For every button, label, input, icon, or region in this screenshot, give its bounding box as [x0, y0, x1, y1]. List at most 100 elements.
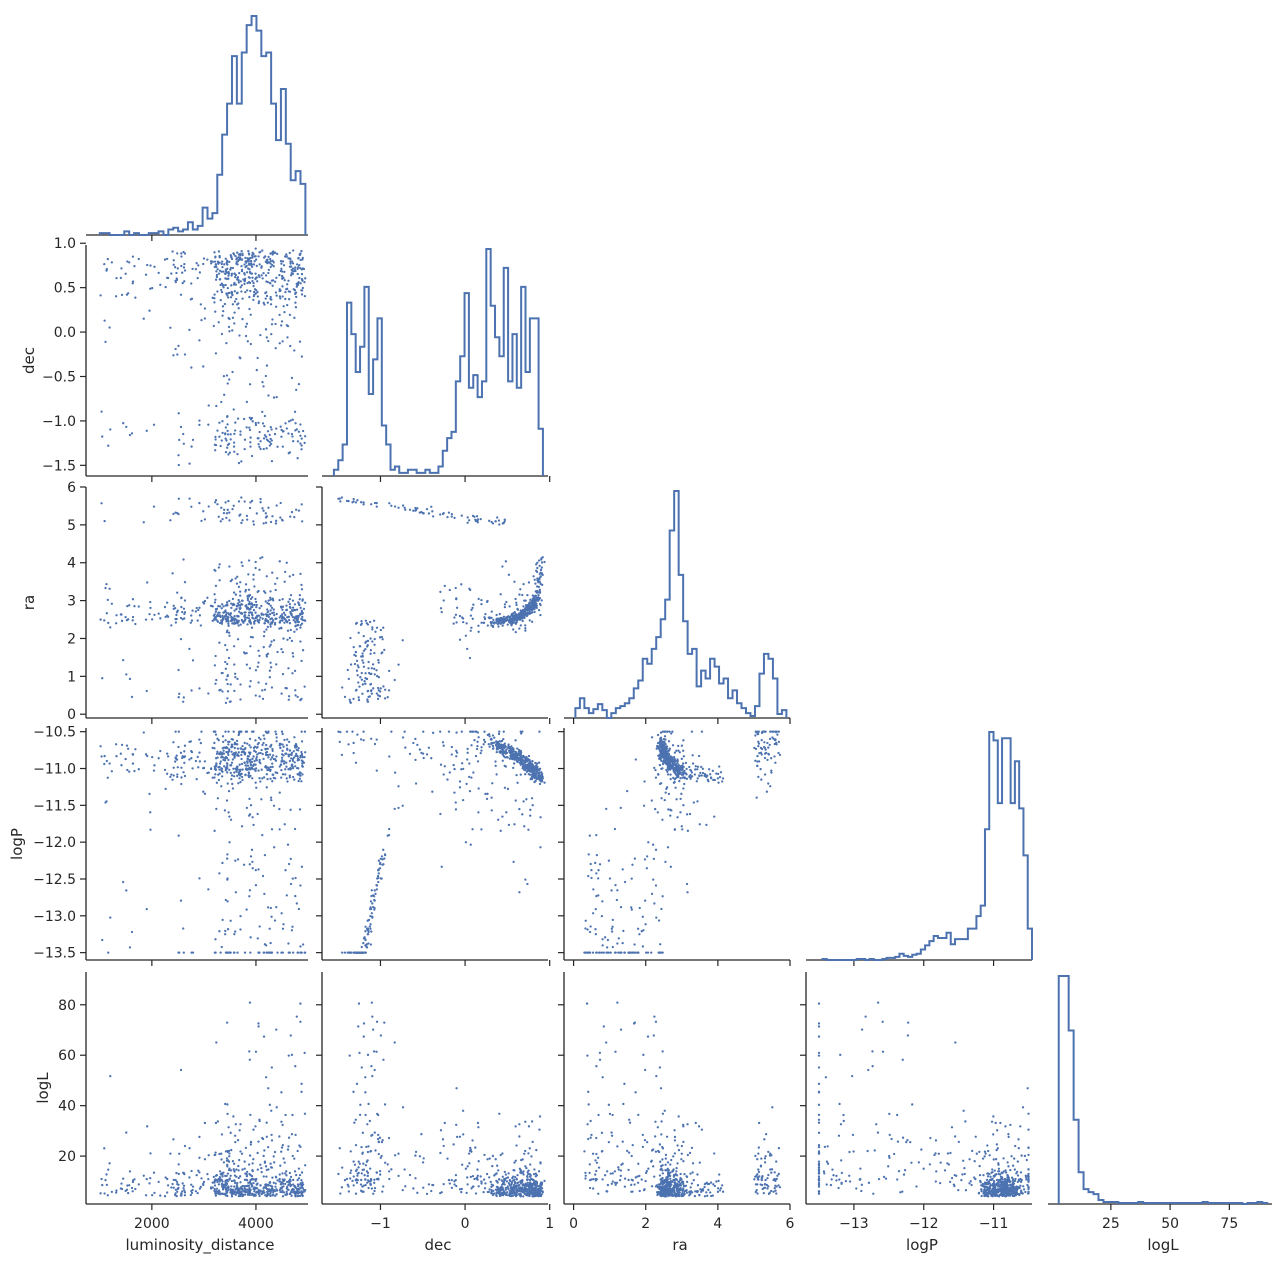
scatter-point [766, 741, 769, 745]
scatter-point [190, 951, 193, 954]
scatter-point [274, 777, 277, 780]
scatter-point [278, 313, 281, 317]
scatter-point [516, 781, 519, 784]
scatter-point [218, 614, 222, 617]
scatter-point [240, 290, 243, 293]
scatter-point [622, 929, 625, 933]
scatter-point [232, 645, 236, 648]
scatter-point [705, 823, 708, 827]
scatter-point [126, 768, 129, 772]
scatter-point [293, 316, 296, 319]
scatter-point [260, 613, 263, 616]
scatter-point [281, 759, 284, 762]
scatter-point [253, 745, 257, 748]
scatter-point [521, 608, 525, 612]
scatter-point [101, 435, 104, 438]
scatter-point [597, 951, 601, 954]
scatter-point [221, 861, 224, 865]
scatter-point [297, 430, 301, 433]
scatter-point [230, 274, 233, 277]
scatter-point [175, 1171, 178, 1175]
scatter-point [271, 284, 274, 287]
scatter-point [534, 779, 537, 783]
scatter-point [251, 596, 254, 599]
scatter-point [240, 762, 244, 766]
scatter-point [262, 1175, 265, 1178]
scatter-point [663, 735, 667, 738]
scatter-point [194, 759, 198, 763]
scatter-point [592, 912, 595, 915]
scatter-point [175, 754, 178, 757]
scatter-point [366, 933, 370, 936]
scatter-point [296, 272, 299, 276]
scatter-point [297, 266, 300, 269]
scatter-point [372, 895, 376, 898]
scatter-point [278, 807, 281, 811]
scatter-point [598, 863, 602, 866]
scatter-point [285, 604, 288, 607]
scatter-point [269, 442, 273, 446]
scatter-point [269, 661, 272, 664]
scatter-point [502, 618, 505, 621]
scatter-point [267, 615, 270, 618]
scatter-point [299, 1002, 302, 1005]
scatter-point [289, 262, 292, 265]
scatter-point [300, 752, 304, 756]
scatter-point [450, 745, 454, 749]
scatter-point [269, 1194, 272, 1198]
scatter-point [270, 915, 273, 918]
scatter-point [230, 1148, 233, 1152]
scatter-point [183, 353, 187, 356]
scatter-point [220, 945, 223, 949]
scatter-point [250, 730, 254, 733]
scatter-point [289, 1175, 293, 1179]
scatter-point [259, 738, 262, 741]
scatter-point [294, 269, 297, 273]
scatter-point [233, 311, 236, 314]
scatter-point [109, 916, 112, 919]
scatter-point [460, 768, 463, 771]
scatter-point [263, 414, 267, 418]
scatter-point [627, 951, 630, 954]
scatter-point [412, 741, 415, 745]
scatter-point [477, 736, 480, 739]
scatter-point [505, 756, 509, 759]
scatter-point [255, 512, 258, 515]
scatter-point [272, 265, 275, 268]
scatter-point [375, 769, 378, 772]
scatter-point [254, 566, 257, 570]
scatter-point [224, 270, 228, 273]
scatter-point [540, 771, 543, 774]
scatter-point [260, 1192, 263, 1196]
scatter-point [297, 281, 300, 284]
scatter-point [275, 740, 278, 743]
scatter-point [661, 767, 664, 770]
scatter-point [234, 891, 237, 894]
scatter-point [249, 1192, 252, 1195]
scatter-point [233, 432, 236, 436]
scatter-point [654, 776, 658, 779]
scatter-point [364, 925, 367, 928]
scatter-point [610, 930, 614, 933]
scatter-point [679, 777, 682, 780]
panel-dec-vs-dec [322, 248, 551, 482]
scatter-point [270, 828, 274, 831]
scatter-point [231, 753, 234, 756]
scatter-point [373, 673, 376, 676]
scatter-point [706, 778, 709, 781]
scatter-point [497, 625, 500, 628]
scatter-point [214, 1174, 218, 1177]
scatter-point [503, 764, 506, 768]
scatter-point [222, 740, 225, 744]
scatter-point [290, 1133, 294, 1136]
scatter-point [297, 615, 300, 618]
scatter-point [606, 938, 610, 942]
scatter-point [264, 1165, 268, 1168]
scatter-point [494, 760, 497, 763]
y-tick-label: 40 [58, 1099, 76, 1115]
scatter-point [254, 868, 257, 872]
scatter-point [760, 739, 763, 742]
scatter-point [255, 786, 258, 789]
scatter-point [284, 869, 287, 872]
scatter-point [177, 834, 180, 837]
